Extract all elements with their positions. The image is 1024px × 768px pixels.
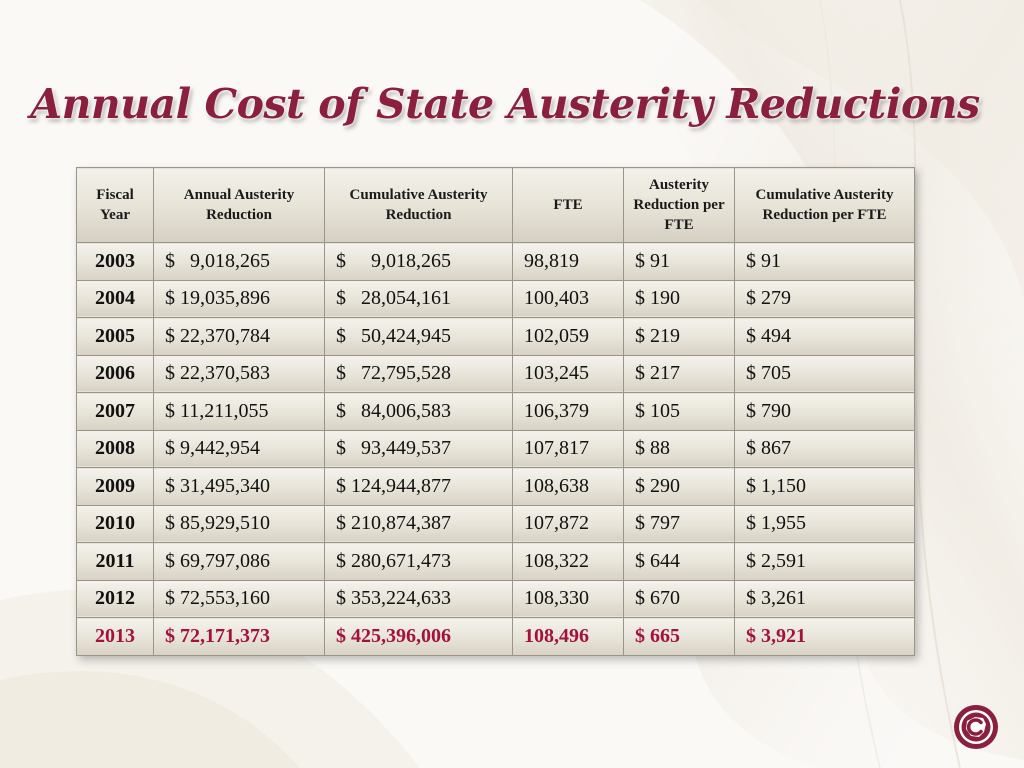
- cumulative-per-fte-cell: $ 91: [734, 242, 915, 281]
- annual-reduction-cell: $ 9,018,265: [153, 242, 325, 281]
- reduction-per-fte-cell: $ 88: [623, 429, 735, 468]
- fte-cell: 100,403: [512, 279, 624, 318]
- table-row: 2011 $ 69,797,086 $ 280,671,473 108,322 …: [76, 542, 915, 581]
- table-row: 2006 $ 22,370,583 $ 72,795,528 103,245 $…: [76, 354, 915, 393]
- header-annual-austerity-reduction: Annual Austerity Reduction: [153, 167, 325, 243]
- cumulative-per-fte-cell: $ 279: [734, 279, 915, 318]
- reduction-per-fte-cell: $ 665: [623, 617, 735, 656]
- annual-reduction-cell: $ 31,495,340: [153, 467, 325, 506]
- fiscal-year-cell: 2004: [76, 279, 154, 318]
- reduction-per-fte-cell: $ 217: [623, 354, 735, 393]
- table-row: 2010 $ 85,929,510 $ 210,874,387 107,872 …: [76, 504, 915, 543]
- cumulative-per-fte-cell: $ 867: [734, 429, 915, 468]
- annual-reduction-cell: $ 11,211,055: [153, 392, 325, 431]
- annual-reduction-cell: $ 9,442,954: [153, 429, 325, 468]
- fiscal-year-cell: 2008: [76, 429, 154, 468]
- reduction-per-fte-cell: $ 797: [623, 504, 735, 543]
- reduction-per-fte-cell: $ 190: [623, 279, 735, 318]
- table-header-row: Fiscal Year Annual Austerity Reduction C…: [76, 167, 915, 243]
- cumulative-reduction-cell: $ 353,224,633: [324, 579, 513, 618]
- table-row: 2003 $ 9,018,265 $ 9,018,265 98,819 $ 91…: [76, 242, 915, 281]
- fte-cell: 102,059: [512, 317, 624, 356]
- cumulative-reduction-cell: $ 28,054,161: [324, 279, 513, 318]
- austerity-table: Fiscal Year Annual Austerity Reduction C…: [76, 167, 915, 656]
- cumulative-per-fte-cell: $ 3,261: [734, 579, 915, 618]
- reduction-per-fte-cell: $ 644: [623, 542, 735, 581]
- fte-cell: 98,819: [512, 242, 624, 281]
- fte-cell: 103,245: [512, 354, 624, 393]
- reduction-per-fte-cell: $ 105: [623, 392, 735, 431]
- cumulative-per-fte-cell: $ 705: [734, 354, 915, 393]
- fte-cell: 108,496: [512, 617, 624, 656]
- annual-reduction-cell: $ 19,035,896: [153, 279, 325, 318]
- fte-cell: 108,330: [512, 579, 624, 618]
- fiscal-year-cell: 2009: [76, 467, 154, 506]
- annual-reduction-cell: $ 85,929,510: [153, 504, 325, 543]
- fiscal-year-cell: 2003: [76, 242, 154, 281]
- table-row-highlighted: 2013 $ 72,171,373 $ 425,396,006 108,496 …: [76, 617, 915, 656]
- fiscal-year-cell: 2007: [76, 392, 154, 431]
- cumulative-reduction-cell: $ 124,944,877: [324, 467, 513, 506]
- header-fiscal-year: Fiscal Year: [76, 167, 154, 243]
- header-reduction-per-fte: Austerity Reduction per FTE: [623, 167, 735, 243]
- cumulative-per-fte-cell: $ 1,955: [734, 504, 915, 543]
- fte-cell: 106,379: [512, 392, 624, 431]
- annual-reduction-cell: $ 69,797,086: [153, 542, 325, 581]
- annual-reduction-cell: $ 72,171,373: [153, 617, 325, 656]
- cumulative-reduction-cell: $ 84,006,583: [324, 392, 513, 431]
- cumulative-per-fte-cell: $ 494: [734, 317, 915, 356]
- fte-cell: 107,817: [512, 429, 624, 468]
- table-row: 2012 $ 72,553,160 $ 353,224,633 108,330 …: [76, 579, 915, 618]
- cumulative-per-fte-cell: $ 790: [734, 392, 915, 431]
- fiscal-year-cell: 2010: [76, 504, 154, 543]
- table-row: 2007 $ 11,211,055 $ 84,006,583 106,379 $…: [76, 392, 915, 431]
- table-row: 2005 $ 22,370,784 $ 50,424,945 102,059 $…: [76, 317, 915, 356]
- annual-reduction-cell: $ 22,370,583: [153, 354, 325, 393]
- annual-reduction-cell: $ 22,370,784: [153, 317, 325, 356]
- fte-cell: 108,322: [512, 542, 624, 581]
- fte-cell: 108,638: [512, 467, 624, 506]
- fte-cell: 107,872: [512, 504, 624, 543]
- cumulative-per-fte-cell: $ 3,921: [734, 617, 915, 656]
- header-cumulative-austerity-reduction: Cumulative Austerity Reduction: [324, 167, 513, 243]
- table-row: 2009 $ 31,495,340 $ 124,944,877 108,638 …: [76, 467, 915, 506]
- fiscal-year-cell: 2012: [76, 579, 154, 618]
- reduction-per-fte-cell: $ 290: [623, 467, 735, 506]
- annual-reduction-cell: $ 72,553,160: [153, 579, 325, 618]
- table-row: 2008 $ 9,442,954 $ 93,449,537 107,817 $ …: [76, 429, 915, 468]
- cumulative-reduction-cell: $ 72,795,528: [324, 354, 513, 393]
- fiscal-year-cell: 2013: [76, 617, 154, 656]
- cumulative-reduction-cell: $ 9,018,265: [324, 242, 513, 281]
- cumulative-per-fte-cell: $ 2,591: [734, 542, 915, 581]
- cumulative-reduction-cell: $ 50,424,945: [324, 317, 513, 356]
- reduction-per-fte-cell: $ 91: [623, 242, 735, 281]
- college-logo-icon: [954, 705, 998, 749]
- reduction-per-fte-cell: $ 670: [623, 579, 735, 618]
- reduction-per-fte-cell: $ 219: [623, 317, 735, 356]
- header-cumulative-reduction-per-fte: Cumulative Austerity Reduction per FTE: [734, 167, 915, 243]
- table-row: 2004 $ 19,035,896 $ 28,054,161 100,403 $…: [76, 279, 915, 318]
- cumulative-reduction-cell: $ 210,874,387: [324, 504, 513, 543]
- fiscal-year-cell: 2005: [76, 317, 154, 356]
- fiscal-year-cell: 2011: [76, 542, 154, 581]
- header-fte: FTE: [512, 167, 624, 243]
- fiscal-year-cell: 2006: [76, 354, 154, 393]
- cumulative-reduction-cell: $ 425,396,006: [324, 617, 513, 656]
- cumulative-reduction-cell: $ 280,671,473: [324, 542, 513, 581]
- cumulative-per-fte-cell: $ 1,150: [734, 467, 915, 506]
- cumulative-reduction-cell: $ 93,449,537: [324, 429, 513, 468]
- slide-title: Annual Cost of State Austerity Reduction…: [30, 80, 980, 128]
